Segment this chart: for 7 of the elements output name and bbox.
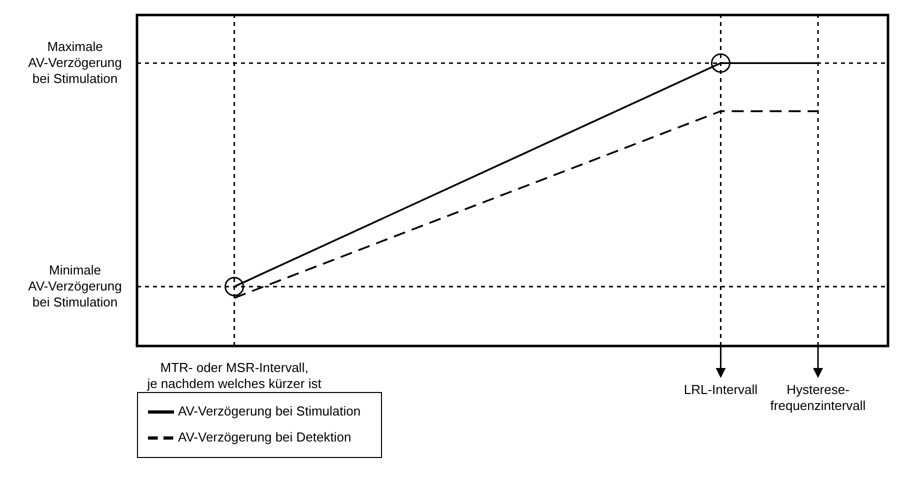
x-tick-label: MTR- oder MSR-Intervall, je nachdem welches kürzer ist [146, 360, 322, 391]
ref-line-label: Minimale AV-Verzögerung bei Stimulation [28, 262, 122, 310]
x-tick-label: Hysterese-frequenzintervall [770, 382, 866, 413]
ref-line-label: Maximale AV-Verzögerung bei Stimulation [28, 39, 122, 86]
legend-label: AV-Verzögerung bei Stimulation [178, 403, 361, 418]
x-tick-label: LRL-Intervall [684, 382, 758, 397]
legend-label: AV-Verzögerung bei Detektion [178, 429, 352, 444]
